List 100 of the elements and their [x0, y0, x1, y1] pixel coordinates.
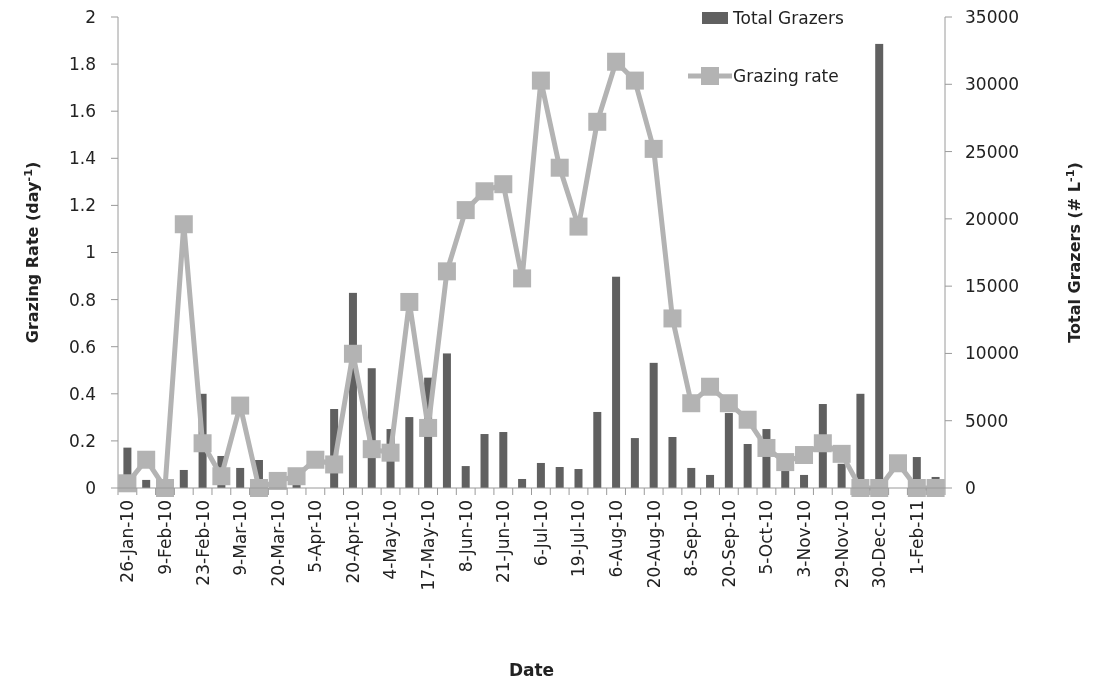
point: [682, 394, 701, 413]
x-tick-label: 6-Aug-10: [606, 500, 627, 578]
bar: [612, 276, 621, 488]
y-tick-label: 0.6: [68, 336, 96, 357]
bar: [837, 463, 846, 488]
point: [832, 444, 851, 463]
x-tick-label: 20-Aug-10: [643, 500, 664, 589]
x-tick-label: 4-May-10: [380, 500, 401, 580]
x-tick-label: 8-Jun-10: [455, 500, 476, 573]
point: [550, 158, 569, 177]
x-tick-label: 17-May-10: [418, 500, 439, 591]
point: [719, 394, 738, 413]
point: [325, 455, 344, 474]
point: [137, 450, 156, 469]
x-tick-label: 5-Oct-10: [756, 500, 777, 575]
legend-label: Grazing rate: [733, 65, 839, 86]
x-tick-label: 3-Nov-10: [793, 500, 814, 578]
bar: [461, 466, 470, 488]
point: [400, 292, 419, 311]
bar: [649, 362, 658, 488]
point: [494, 175, 513, 194]
x-axis-title: Date: [508, 660, 555, 680]
x-tick-label: 8-Sep-10: [681, 500, 702, 577]
x-tick-label: 6-Jul-10: [530, 500, 551, 567]
y-tick-label: 1.6: [68, 101, 96, 122]
point: [475, 182, 494, 201]
point: [437, 262, 456, 281]
x-tick-label: 9-Feb-10: [154, 500, 175, 575]
y-tick-label: 1.8: [68, 54, 96, 75]
point: [287, 467, 306, 486]
x-tick-label: 5-Apr-10: [305, 500, 326, 573]
bar: [706, 474, 715, 488]
y2-tick-label: 10000: [965, 343, 1020, 364]
x-tick-label: 26-Jan-10: [117, 500, 138, 583]
y2-tick-label: 5000: [965, 410, 1009, 431]
bar: [480, 434, 489, 488]
point: [738, 410, 757, 429]
x-tick-label: 19-Jul-10: [568, 500, 589, 577]
y2-tick-label: 35000: [965, 6, 1020, 27]
y2-tick-label: 15000: [965, 276, 1020, 297]
point: [588, 112, 607, 131]
x-tick-label: 29-Nov-10: [831, 500, 852, 589]
point: [889, 454, 908, 473]
point: [212, 467, 231, 486]
bar: [405, 417, 414, 488]
point: [663, 309, 682, 328]
point: [607, 52, 626, 71]
bar: [499, 432, 508, 488]
bar: [442, 353, 451, 488]
y-tick-label: 1.4: [68, 148, 96, 169]
point: [776, 453, 795, 472]
point: [193, 434, 212, 453]
y-tick-label: 1: [85, 242, 96, 263]
y-tick-label: 0.2: [68, 430, 96, 451]
point: [513, 269, 532, 288]
point: [249, 479, 268, 497]
bar: [630, 438, 639, 488]
point: [456, 201, 475, 220]
y-tick-label: 1.2: [68, 195, 96, 216]
point: [419, 418, 438, 437]
x-tick-label: 1-Feb-11: [906, 500, 927, 575]
bar: [724, 413, 733, 488]
point: [644, 139, 663, 158]
bar: [668, 437, 677, 488]
point: [701, 377, 720, 396]
legend-label: Total Grazers: [732, 7, 845, 28]
y2-tick-label: 30000: [965, 74, 1020, 95]
x-tick-label: 20-Mar-10: [267, 500, 288, 587]
point: [757, 438, 776, 457]
point: [231, 396, 250, 415]
bar: [574, 469, 583, 488]
bar: [536, 462, 545, 488]
x-tick-label: 20-Sep-10: [718, 500, 739, 588]
bar: [687, 467, 696, 488]
bar: [179, 469, 188, 488]
point: [343, 344, 362, 363]
y2-tick-label: 25000: [965, 141, 1020, 162]
bar: [800, 474, 809, 488]
point: [625, 71, 644, 90]
point: [813, 434, 832, 453]
y-tick-label: 2: [85, 6, 96, 27]
x-tick-label: 30-Dec-10: [869, 500, 890, 589]
bar: [743, 444, 752, 488]
y2-tick-label: 20000: [965, 208, 1020, 229]
point: [569, 217, 588, 236]
x-tick-label: 20-Apr-10: [342, 500, 363, 584]
point: [362, 440, 381, 459]
x-tick-label: 23-Feb-10: [192, 500, 213, 586]
x-tick-label: 21-Jun-10: [493, 500, 514, 584]
point: [306, 450, 325, 469]
y-tick-label: 0: [85, 477, 96, 498]
y-tick-label: 0.8: [68, 289, 96, 310]
x-tick-label: 9-Mar-10: [230, 500, 251, 576]
point: [381, 443, 400, 462]
point: [531, 71, 550, 90]
point: [795, 446, 814, 465]
point: [174, 215, 193, 234]
bar: [555, 467, 564, 488]
y-tick-label: 0.4: [68, 383, 96, 404]
y2-tick-label: 0: [965, 477, 976, 498]
